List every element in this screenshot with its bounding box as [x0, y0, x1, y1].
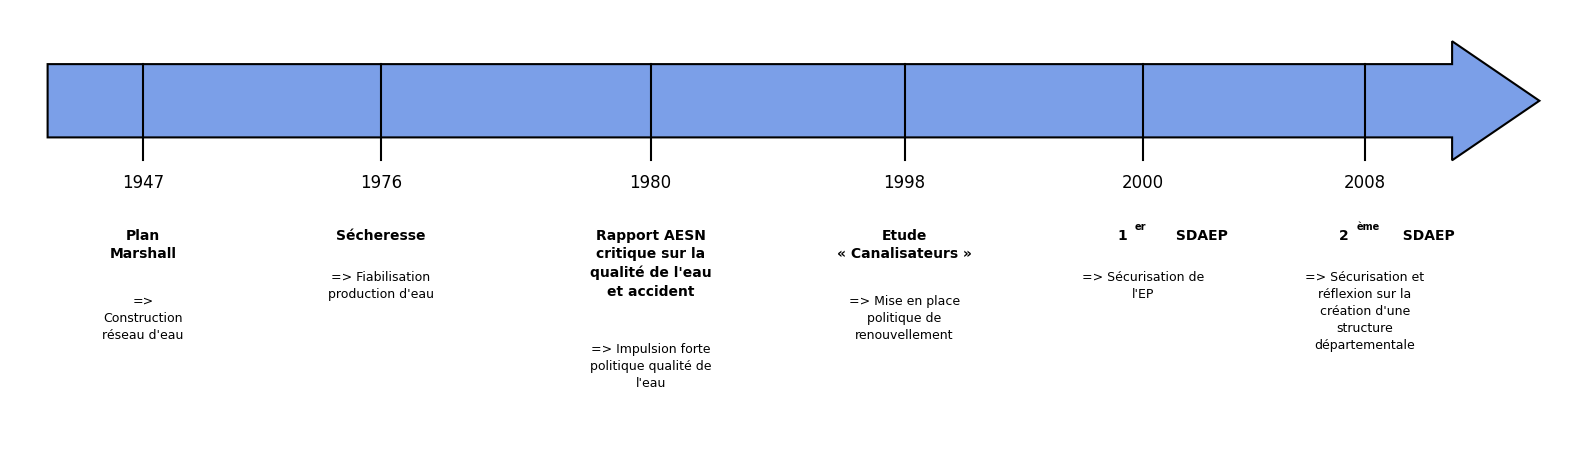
Text: 2008: 2008 [1344, 174, 1385, 192]
Text: Rapport AESN
critique sur la
qualité de l'eau
et accident: Rapport AESN critique sur la qualité de … [590, 229, 711, 299]
Text: Sécheresse: Sécheresse [336, 229, 425, 243]
Text: SDAEP: SDAEP [1393, 229, 1455, 243]
Text: 1976: 1976 [360, 174, 402, 192]
Text: 1980: 1980 [630, 174, 671, 192]
Text: 1: 1 [1117, 229, 1127, 243]
Text: => Sécurisation de
l'EP: => Sécurisation de l'EP [1081, 271, 1205, 301]
Text: Etude
« Canalisateurs »: Etude « Canalisateurs » [838, 229, 971, 262]
Text: 1947: 1947 [122, 174, 163, 192]
Text: 1998: 1998 [884, 174, 925, 192]
Text: Plan
Marshall: Plan Marshall [110, 229, 176, 262]
Text: => Sécurisation et
réflexion sur la
création d'une
structure
départementale: => Sécurisation et réflexion sur la créa… [1305, 271, 1425, 352]
Text: => Impulsion forte
politique qualité de
l'eau: => Impulsion forte politique qualité de … [590, 343, 711, 390]
FancyArrow shape [48, 41, 1539, 160]
Text: 2000: 2000 [1122, 174, 1163, 192]
Text: =>
Construction
réseau d'eau: => Construction réseau d'eau [102, 295, 184, 342]
Text: 2: 2 [1339, 229, 1349, 243]
Text: er: er [1135, 222, 1146, 232]
Text: SDAEP: SDAEP [1171, 229, 1228, 243]
Text: => Mise en place
politique de
renouvellement: => Mise en place politique de renouvelle… [849, 295, 960, 342]
Text: ème: ème [1357, 222, 1381, 232]
Text: => Fiabilisation
production d'eau: => Fiabilisation production d'eau [329, 271, 433, 301]
